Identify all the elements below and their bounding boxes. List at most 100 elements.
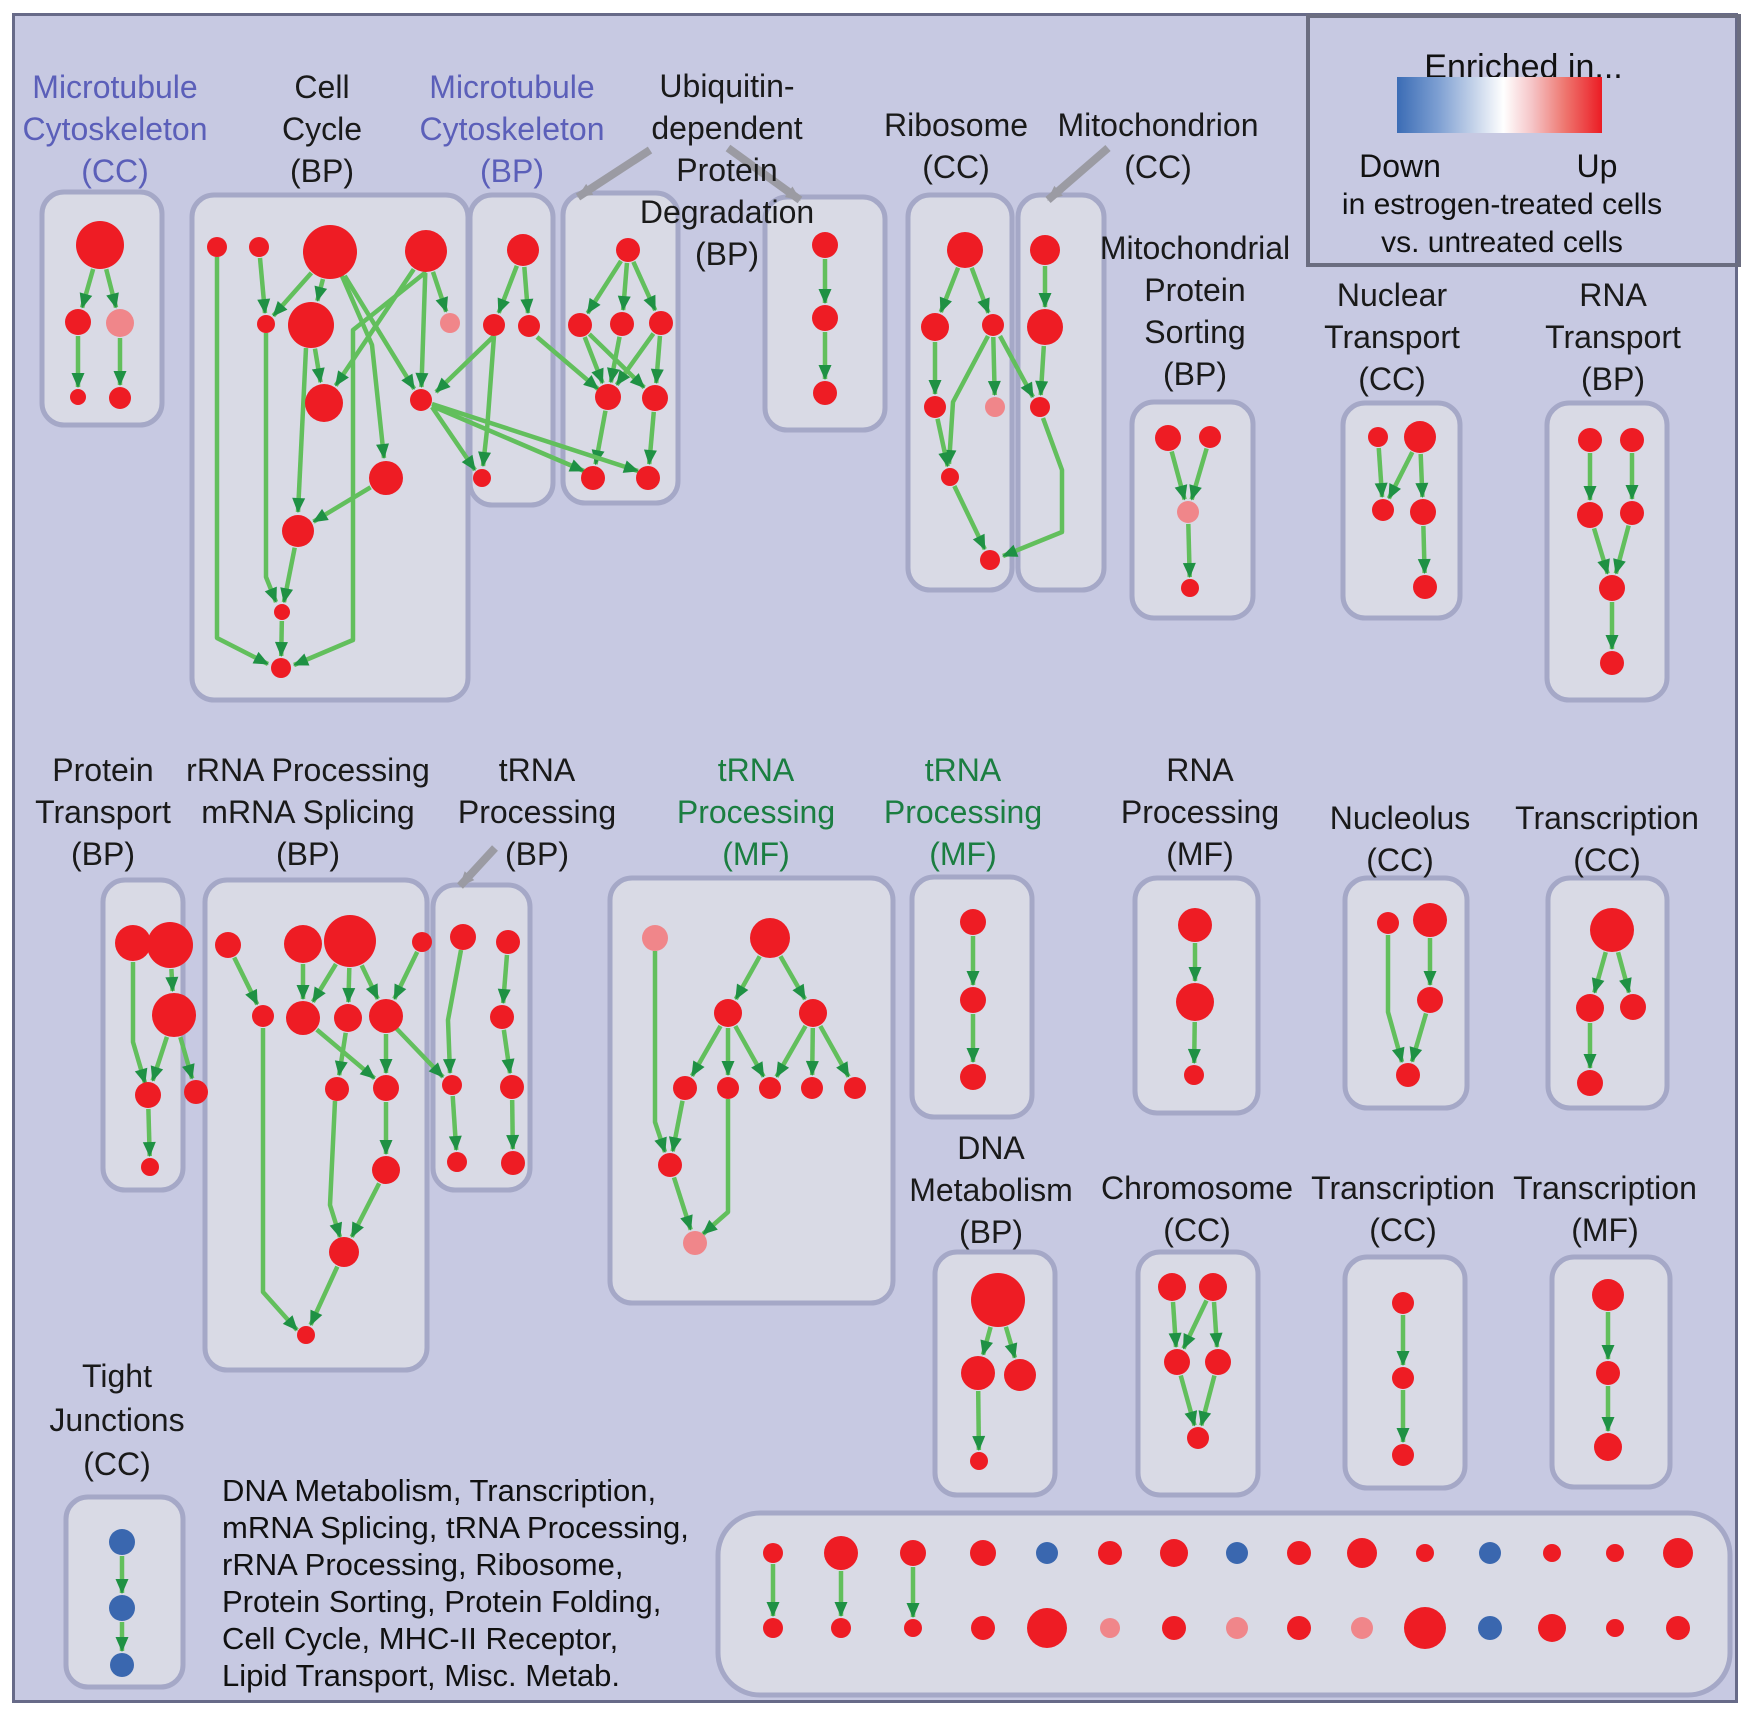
go-term-node — [412, 932, 432, 952]
legend-down-label: Down — [1359, 148, 1441, 184]
nodes-layer — [65, 221, 1693, 1677]
go-term-node — [801, 1077, 823, 1099]
go-term-node — [1004, 1359, 1036, 1391]
go-term-node — [207, 237, 227, 257]
go-term-node — [405, 230, 447, 272]
go-edge — [496, 265, 519, 314]
go-term-node — [1663, 1538, 1693, 1568]
go-edge — [349, 1182, 382, 1238]
go-term-node — [1592, 1279, 1624, 1311]
go-term-node — [673, 1076, 697, 1100]
go-term-node — [1287, 1616, 1311, 1640]
cluster-label-transcription-cc-1: Transcription (CC) — [1515, 800, 1699, 878]
go-term-node — [1392, 1367, 1414, 1389]
go-term-node — [152, 993, 196, 1037]
cluster-box-microtubule-cytoskeleton-cc — [39, 189, 165, 428]
go-edge — [643, 411, 657, 466]
go-edge — [980, 1326, 993, 1356]
go-term-node — [1184, 1065, 1204, 1085]
cluster-box-ubiquitin-degradation-bp — [560, 190, 681, 506]
go-term-node — [1187, 1427, 1209, 1449]
go-term-node — [982, 314, 1004, 336]
go-edge — [701, 1099, 731, 1236]
go-term-node — [450, 924, 476, 950]
go-term-node — [1027, 309, 1063, 345]
go-term-node — [970, 1540, 996, 1566]
go-edge — [130, 962, 148, 1084]
go-term-node — [1543, 1544, 1561, 1562]
go-term-node — [500, 1075, 524, 1099]
go-term-node — [961, 1356, 995, 1390]
go-edge — [650, 335, 664, 385]
cluster-label-trna-processing-mf-1: tRNA Processing (MF) — [676, 752, 836, 872]
go-edge — [1613, 524, 1631, 575]
cluster-box-misc-cluster — [715, 1510, 1733, 1698]
go-term-node — [642, 925, 668, 951]
go-edge — [327, 1100, 343, 1238]
go-term-node — [1177, 501, 1199, 523]
go-edge — [1386, 451, 1415, 500]
go-term-node — [649, 311, 673, 335]
go-term-node — [960, 1064, 986, 1090]
go-edge — [311, 348, 325, 384]
go-term-node — [636, 466, 660, 490]
go-edge — [805, 1027, 819, 1076]
go-edge — [668, 1100, 685, 1153]
go-term-node — [1155, 425, 1181, 451]
go-term-node — [1199, 1273, 1227, 1301]
go-term-node — [1226, 1617, 1248, 1639]
go-term-node — [297, 1326, 315, 1344]
go-term-node — [1030, 397, 1050, 417]
go-term-node — [1160, 1539, 1188, 1567]
go-term-node — [1347, 1538, 1377, 1568]
go-edge — [631, 260, 658, 312]
go-term-node — [799, 999, 827, 1027]
go-term-node — [147, 922, 193, 968]
go-term-node — [980, 550, 1000, 570]
go-edge — [935, 418, 952, 468]
cluster-label-transcription-mf: Transcription (MF) — [1513, 1170, 1697, 1248]
go-term-node — [750, 918, 790, 958]
go-term-node — [286, 1001, 320, 1035]
cluster-label-transcription-cc-2: Transcription (CC) — [1311, 1170, 1495, 1248]
go-term-node — [1620, 428, 1644, 452]
go-edge — [314, 278, 328, 302]
go-term-node — [568, 313, 592, 337]
go-edge — [257, 257, 271, 315]
cluster-label-cell-cycle-bp: Cell Cycle (BP) — [281, 69, 363, 189]
go-term-node — [109, 1529, 135, 1555]
cluster-box-rrna-processing-mrna-splicing-bp — [202, 877, 430, 1373]
cluster-label-mitochondrial-protein-sorting-bp: Mitochondrial Protein Sorting (BP) — [1099, 230, 1291, 392]
go-edge — [415, 272, 429, 389]
go-edge — [1189, 447, 1209, 501]
go-edge — [774, 1024, 808, 1078]
go-edge — [987, 336, 1001, 397]
go-edge — [263, 333, 279, 603]
go-term-node — [447, 1152, 467, 1172]
go-term-node — [1158, 1273, 1186, 1301]
cluster-label-mitochondrion-cc: Mitochondrion (CC) — [1057, 107, 1259, 185]
go-edge — [442, 949, 464, 1074]
go-edge — [1198, 1374, 1217, 1427]
legend-subtitle-2: vs. untreated cells — [1381, 226, 1623, 259]
legend-up-label: Up — [1576, 148, 1618, 184]
go-edge — [79, 268, 96, 309]
go-edge — [312, 485, 372, 524]
go-term-node — [1162, 1616, 1186, 1640]
go-term-node — [1098, 1541, 1122, 1565]
go-term-node — [369, 461, 403, 495]
go-edge — [614, 332, 656, 387]
go-term-node — [683, 1231, 707, 1255]
go-term-node — [109, 1595, 135, 1621]
go-term-node — [924, 396, 946, 418]
go-term-node — [1417, 987, 1443, 1013]
go-term-node — [110, 1653, 134, 1677]
go-term-node — [595, 384, 621, 410]
go-term-node — [141, 1158, 159, 1176]
go-term-node — [831, 1618, 851, 1638]
go-term-node — [1176, 983, 1214, 1021]
go-term-node — [288, 302, 334, 348]
cluster-label-chromosome-cc: Chromosome (CC) — [1100, 1170, 1294, 1248]
go-term-node — [1410, 499, 1436, 525]
